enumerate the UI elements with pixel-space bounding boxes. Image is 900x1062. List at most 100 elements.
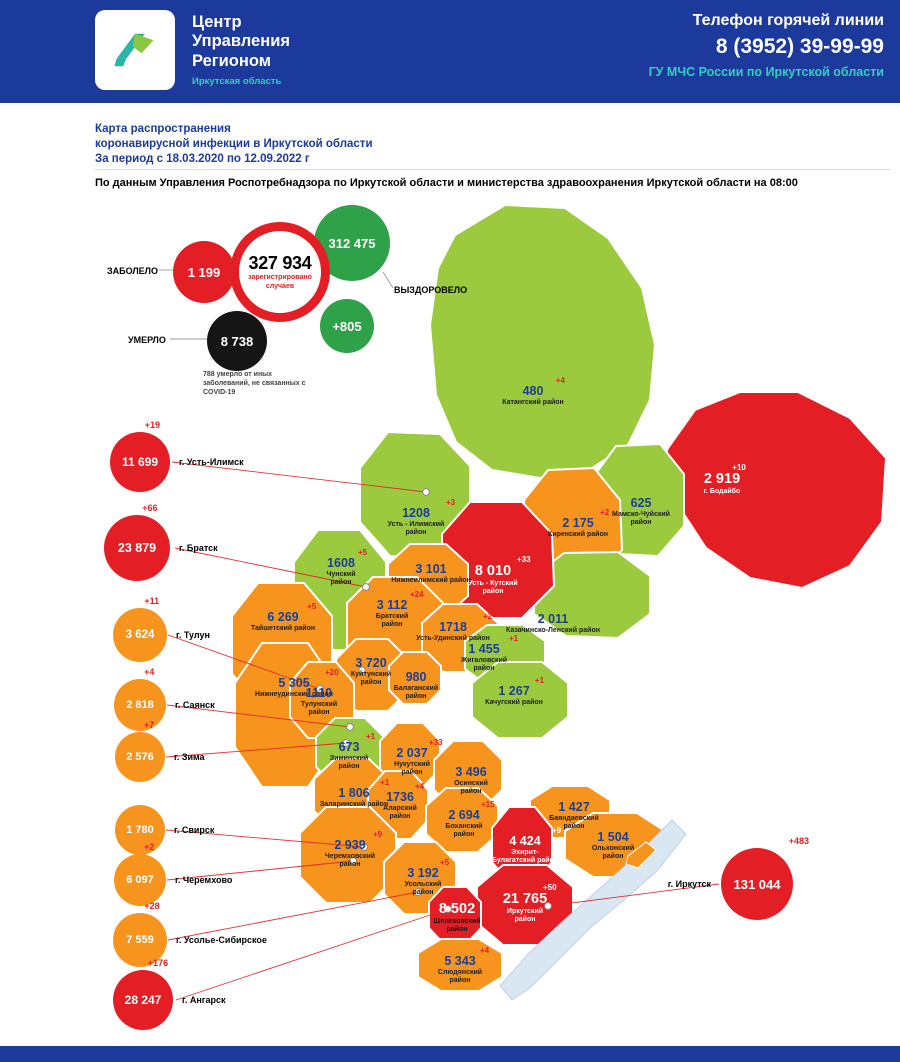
district-name: Осинский район — [454, 779, 488, 795]
city-name: г. Свирск — [174, 825, 215, 835]
city-marker-dot — [346, 723, 354, 731]
city-name: г. Тулун — [176, 630, 210, 640]
city-circle-cheremkhovo: 6 097 +2 г. Черемхово — [114, 842, 232, 906]
district-value: 1608 — [327, 555, 355, 570]
died-circle: 8 738 — [207, 311, 267, 371]
district-delta: +15 — [481, 799, 495, 809]
district-delta: +50 — [543, 882, 557, 892]
district-label-ustudinsky: +2 1718 Усть-Удинский район — [415, 613, 492, 643]
district-value: 8 502 — [438, 900, 476, 917]
city-value: 28 247 — [124, 993, 162, 1007]
district-value: 480 — [522, 384, 544, 399]
died-label: УМЕРЛО — [128, 335, 166, 345]
connector-line — [167, 891, 419, 941]
district-shape-bodaybinsky — [659, 391, 887, 589]
district-delta: +5 — [440, 857, 450, 867]
district-label-ustilimskyr: +3 1208 Усть - Илимский район — [378, 498, 455, 537]
city-circle-svirsk: 1 780 г. Свирск — [115, 805, 214, 855]
district-label-taishetsky: +5 6 269 Тайшетский район — [251, 603, 316, 633]
registered-total-value: 327 934 — [248, 252, 312, 273]
district-name: Катангский район — [502, 398, 564, 406]
district-name: Иркутский район — [506, 907, 544, 923]
district-name: Усольский район — [404, 880, 442, 896]
district-value: 3 192 — [407, 865, 439, 880]
district-label-shelekhovsky: +118 8 502 Шелеховский район — [428, 893, 495, 934]
city-name: г. Иркутск — [667, 879, 711, 889]
city-circle-ust-ilimsk: 11 699 +19 г. Усть-Илимск — [110, 420, 244, 492]
district-name: Ольхонский район — [591, 844, 635, 860]
district-name: Аларский район — [383, 804, 417, 820]
divider — [95, 169, 890, 170]
district-value: 5 305 — [278, 676, 310, 691]
logo-line2: Управления — [192, 32, 290, 51]
district-name: Чунский район — [326, 570, 356, 586]
city-value: 3 624 — [125, 629, 155, 641]
district-label-kachugsky: +1 1 267 Качугский район — [485, 677, 544, 707]
olkhon-island — [625, 841, 657, 869]
district-value: 1 455 — [468, 641, 500, 656]
district-name: Слюдянский район — [437, 968, 483, 984]
district-value: 6 269 — [267, 610, 299, 625]
district-label-katangsky: +4 480 Катангский район — [502, 377, 565, 407]
city-delta: +4 — [144, 667, 155, 677]
district-name: Казачинско-Ленский район — [506, 626, 600, 634]
district-label-ekhirit: +9 4 424 Эхирит-Булагатский район — [490, 826, 561, 865]
district-label-chunsky: +5 1608 Чунский район — [316, 548, 367, 587]
district-shape-slyudyansky — [417, 938, 503, 992]
district-value: 2 037 — [396, 745, 428, 760]
district-value: 3 496 — [455, 764, 487, 779]
city-name: г. Ангарск — [182, 995, 226, 1005]
district-label-slyudyansky: +4 5 343 Слюдянский район — [432, 946, 489, 985]
district-name: Тулунский район — [300, 700, 338, 716]
district-delta: +9 — [373, 829, 383, 839]
district-label-nizhneudinsky: +20 5 305 Нижнеудинский район — [255, 669, 339, 699]
district-name: Киренский район — [548, 530, 608, 538]
district-delta: +5 — [307, 602, 317, 612]
city-circle-usolye: 7 559 +28 г. Усолье-Сибирское — [113, 901, 267, 967]
district-delta: +18 — [462, 554, 477, 564]
district-delta: +5 — [358, 547, 368, 557]
district-value: 4 424 — [509, 833, 541, 848]
district-value: 2 939 — [334, 837, 366, 852]
district-name: г. Бодайбо — [703, 487, 741, 495]
district-name: Мамско-Чуйский район — [612, 510, 670, 526]
district-shape-kachugsky — [471, 661, 569, 739]
infected-value: 1 199 — [187, 264, 221, 280]
district-delta: +2 — [599, 508, 610, 518]
district-label-bodaybinsky: +10 2 919 г. Бодайбо — [703, 464, 746, 496]
hotline-block: Телефон горячей линии 8 (3952) 39-99-99 … — [649, 12, 884, 79]
district-label-alarsky: +4 1736 Аларский район — [377, 782, 424, 821]
title-line3: За период с 18.03.2020 по 12.09.2022 г — [95, 152, 310, 165]
district-name: Братский район — [375, 612, 409, 628]
district-delta: +2 — [483, 612, 493, 622]
city-marker-dot — [362, 583, 370, 591]
hotline-org: ГУ МЧС России по Иркутской области — [648, 65, 884, 79]
city-delta: +2 — [144, 842, 155, 852]
city-delta: +11 — [144, 596, 160, 606]
stat-connector — [382, 271, 394, 289]
city-circle-bratsk: 23 879 +66 г. Братск — [104, 503, 218, 581]
district-name: Нижнеудинский район — [255, 690, 333, 698]
district-name: Баяндаевский район — [549, 814, 599, 830]
district-delta: +24 — [410, 589, 424, 599]
city-marker-dot — [342, 739, 350, 747]
city-value: 6 097 — [126, 874, 154, 886]
district-delta: +9 — [552, 825, 562, 835]
district-value: 1208 — [402, 505, 430, 520]
district-name: Зиминский район — [329, 754, 369, 770]
connector-line — [165, 742, 347, 758]
district-delta: +4 — [415, 781, 425, 791]
city-marker-dot — [544, 902, 552, 910]
city-value: 2 818 — [126, 699, 154, 711]
district-value: 2 011 — [537, 612, 569, 627]
district-delta: +1 — [380, 778, 390, 788]
died-note: 788 умерло от иных заболеваний, не связа… — [203, 371, 306, 397]
logo-subtitle: Иркутская область — [192, 76, 282, 88]
district-label-nizhneilimsky: +18 3 101 Нижнеилимский район — [391, 555, 476, 585]
district-label-irkutsky: +50 21 765 Иркутский район — [499, 883, 557, 924]
recovered-delta-circle: +805 — [320, 299, 374, 353]
page-title: Карта распространения коронавирусной инф… — [95, 122, 373, 167]
district-name: Заларинский район — [319, 800, 389, 808]
infected-circle: 1 199 — [173, 241, 235, 303]
district-label-usolsky: +5 3 192 Усольский район — [398, 858, 449, 897]
